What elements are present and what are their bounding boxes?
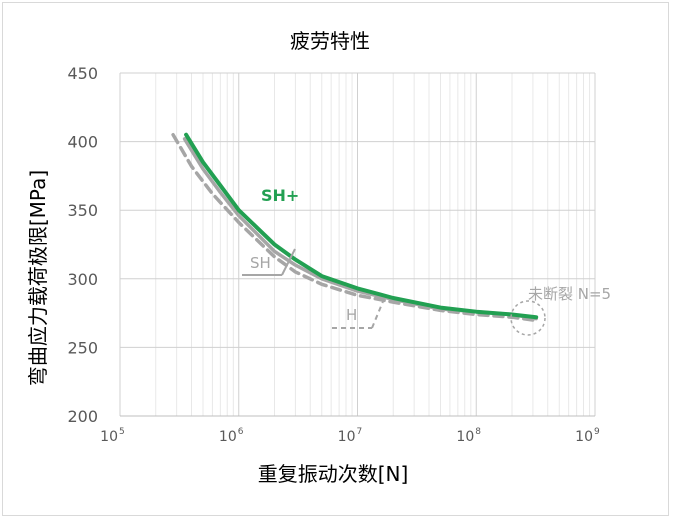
chart-title: 疲劳特性 bbox=[290, 29, 370, 53]
x-tick-exponent: 8 bbox=[475, 427, 481, 437]
y-tick-label: 400 bbox=[67, 133, 98, 152]
series-line-sh-plus bbox=[184, 132, 539, 320]
unbroken-label: 未断裂 N=5 bbox=[528, 285, 611, 303]
sh-leader-diagonal bbox=[281, 248, 296, 276]
unbroken-circle bbox=[510, 300, 546, 336]
x-tick-labels: 10 5 10 6 10 7 10 8 10 9 bbox=[100, 427, 600, 445]
x-axis-title: 重复振动次数[N] bbox=[258, 462, 409, 486]
y-tick-label: 300 bbox=[67, 270, 98, 289]
y-axis-title: 弯曲应力载荷极限[MPa] bbox=[26, 170, 50, 386]
y-tick-label: 450 bbox=[67, 64, 98, 83]
h-leader-diagonal bbox=[371, 298, 385, 329]
h-callout: H bbox=[332, 298, 385, 329]
unbroken-callout: 未断裂 N=5 bbox=[510, 285, 611, 336]
x-tick-exponent: 7 bbox=[357, 427, 363, 437]
x-tick-exponent: 6 bbox=[238, 427, 244, 437]
sh-plus-label: SH+ bbox=[261, 186, 299, 205]
grid bbox=[119, 72, 596, 417]
x-tick-label: 10 bbox=[338, 429, 356, 445]
series-line-sh bbox=[182, 137, 538, 321]
x-tick-label: 10 bbox=[575, 429, 593, 445]
y-tick-label: 250 bbox=[67, 338, 98, 357]
x-tick-label: 10 bbox=[100, 429, 118, 445]
x-tick-exponent: 9 bbox=[594, 427, 600, 437]
y-tick-label: 350 bbox=[67, 201, 98, 220]
x-tick-exponent: 5 bbox=[119, 427, 125, 437]
sh-callout: SH bbox=[242, 248, 296, 276]
x-tick-label: 10 bbox=[219, 429, 237, 445]
y-tick-labels: 200 250 300 350 400 450 bbox=[67, 64, 98, 426]
y-tick-label: 200 bbox=[67, 407, 98, 426]
h-label: H bbox=[346, 306, 357, 324]
sh-label: SH bbox=[250, 254, 271, 272]
series-line-h bbox=[171, 132, 535, 322]
chart-frame bbox=[2, 2, 669, 516]
series-layer bbox=[171, 132, 539, 322]
x-tick-label: 10 bbox=[456, 429, 474, 445]
